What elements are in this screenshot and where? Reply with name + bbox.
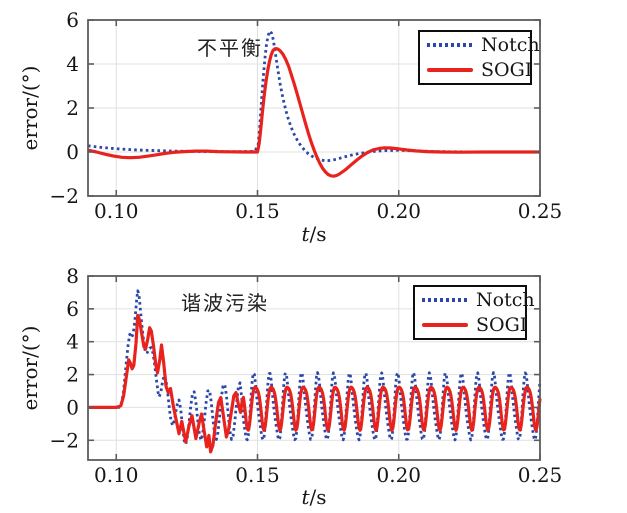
unbalance-chart-canvas: 0.10 0.15 0.20 0.25 −2 0 2 4 6 <box>50 8 563 223</box>
harmonic-x-var: t <box>301 485 310 509</box>
y-tick-label: 4 <box>66 52 79 76</box>
legend-label-sogi: SOGI <box>481 58 533 81</box>
notch-dotted-line-sample-icon <box>422 298 468 302</box>
x-tick-label: 0.25 <box>518 199 563 223</box>
unbalance-legend: Notch SOGI <box>418 30 540 85</box>
y-tick-label: 0 <box>66 395 79 419</box>
legend-label-sogi: SOGI <box>476 313 528 336</box>
unbalance-title: 不平衡 <box>197 36 263 60</box>
legend-item-sogi: SOGI <box>427 58 533 83</box>
legend-item-notch: Notch <box>422 288 535 313</box>
x-tick-label: 0.10 <box>94 463 139 487</box>
legend-item-sogi: SOGI <box>422 313 528 338</box>
sogi-solid-line-sample-icon <box>422 322 468 328</box>
y-tick-label: 6 <box>66 297 79 321</box>
x-tick-label: 0.15 <box>235 199 280 223</box>
x-tick-label: 0.15 <box>235 463 280 487</box>
y-tick-label: 6 <box>66 8 79 32</box>
sogi-solid-line-sample-icon <box>427 67 473 73</box>
y-tick-label: 2 <box>66 96 79 120</box>
legend-label-notch: Notch <box>481 33 540 56</box>
x-tick-label: 0.25 <box>518 463 563 487</box>
harmonic-legend: Notch SOGI <box>413 285 535 340</box>
y-tick-label: 0 <box>66 140 79 164</box>
harmonic-x-unit: /s <box>309 485 327 509</box>
y-tick-label: 4 <box>66 330 79 354</box>
y-tick-label: −2 <box>50 428 79 452</box>
unbalance-x-axis-label: t/s <box>274 222 354 246</box>
x-tick-label: 0.20 <box>376 199 421 223</box>
legend-item-notch: Notch <box>427 33 540 58</box>
notch-dotted-line-sample-icon <box>427 43 473 47</box>
unbalance-y-axis-label: error/(°) <box>18 65 42 151</box>
unbalance-x-unit: /s <box>309 222 327 246</box>
series-line-sogi <box>88 313 542 454</box>
y-tick-label: 8 <box>66 264 79 288</box>
series-line-sogi <box>87 47 540 178</box>
y-tick-label: −2 <box>50 184 79 208</box>
harmonic-title: 谐波污染 <box>181 291 269 315</box>
x-tick-label: 0.10 <box>94 199 139 223</box>
x-tick-label: 0.20 <box>376 463 421 487</box>
harmonic-y-axis-label: error/(°) <box>18 325 42 411</box>
y-tick-label: 2 <box>66 363 79 387</box>
unbalance-x-var: t <box>301 222 310 246</box>
legend-label-notch: Notch <box>476 288 535 311</box>
harmonic-chart-canvas: 0.10 0.15 0.20 0.25 −2 0 2 4 6 8 <box>50 264 563 487</box>
harmonic-x-axis-label: t/s <box>274 485 354 509</box>
